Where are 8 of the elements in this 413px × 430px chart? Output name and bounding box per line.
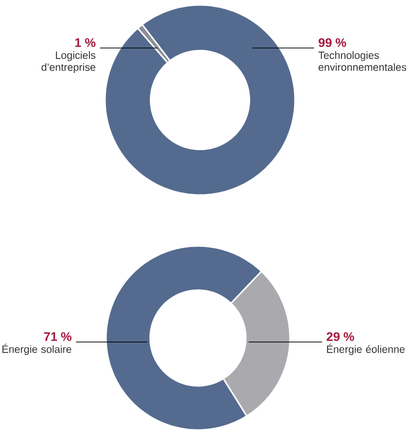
slice-label: Énergie solaire — [2, 344, 72, 355]
slice-label: Logiciels d’entreprise — [42, 51, 96, 73]
data-label: 99 % — [318, 38, 346, 48]
slice-label: Énergie éolienne — [327, 344, 405, 356]
data-label: 1 % — [75, 38, 96, 47]
slice-label: Technologies environnementales — [318, 51, 406, 71]
data-label: 29 % — [326, 332, 354, 342]
data-label: 71 % — [44, 332, 72, 341]
